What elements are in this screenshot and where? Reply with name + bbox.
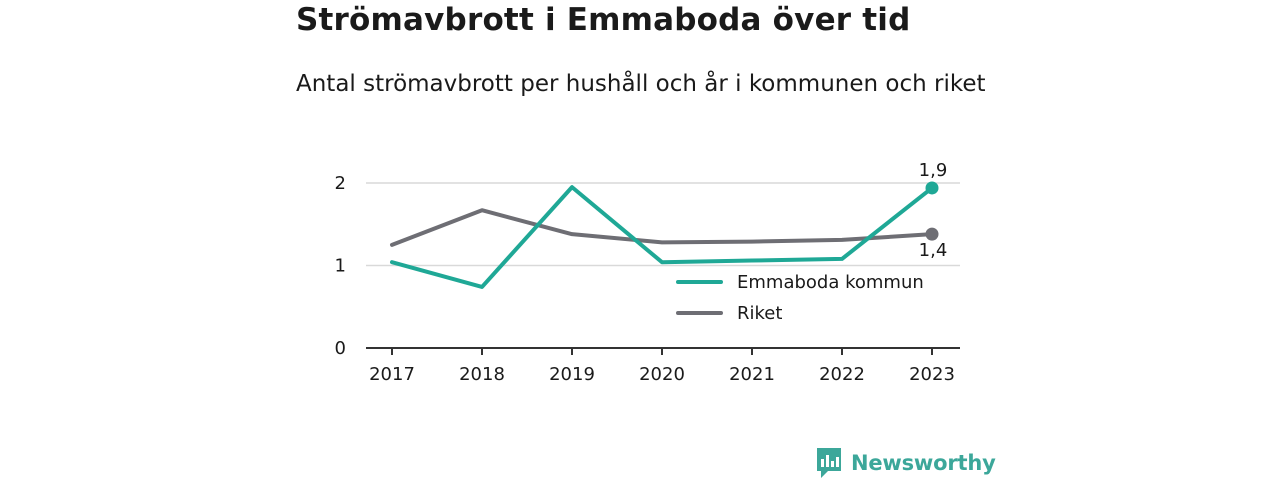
x-tick-label: 2022 xyxy=(819,364,865,385)
y-tick-label: 1 xyxy=(335,256,346,277)
x-tick-label: 2023 xyxy=(909,364,955,385)
brand-name: Newsworthy xyxy=(851,451,996,475)
x-tick-label: 2019 xyxy=(549,364,595,385)
chart-title: Strömavbrott i Emmaboda över tid xyxy=(296,2,911,38)
data-label-emmaboda: 1,9 xyxy=(919,160,948,181)
series-end-point-riket xyxy=(925,227,939,241)
newsworthy-logo-icon xyxy=(817,448,841,478)
series-line-riket xyxy=(390,208,934,247)
chart-subtitle: Antal strömavbrott per hushåll och år i … xyxy=(296,71,986,97)
x-tick-label: 2017 xyxy=(369,364,415,385)
x-tick-label: 2018 xyxy=(459,364,505,385)
y-tick-label: 2 xyxy=(335,173,346,194)
data-label-riket: 1,4 xyxy=(919,240,948,261)
x-tick-label: 2021 xyxy=(729,364,775,385)
series-end-point-emmaboda-kommun xyxy=(925,181,939,195)
newsworthy-logo: Newsworthy xyxy=(815,446,996,480)
y-tick-label: 0 xyxy=(335,338,346,359)
series-line-emmaboda-kommun xyxy=(390,185,934,289)
x-tick-label: 2020 xyxy=(639,364,685,385)
legend-label-riket: Riket xyxy=(737,303,782,324)
legend-label-emmaboda-kommun: Emmaboda kommun xyxy=(737,272,924,293)
